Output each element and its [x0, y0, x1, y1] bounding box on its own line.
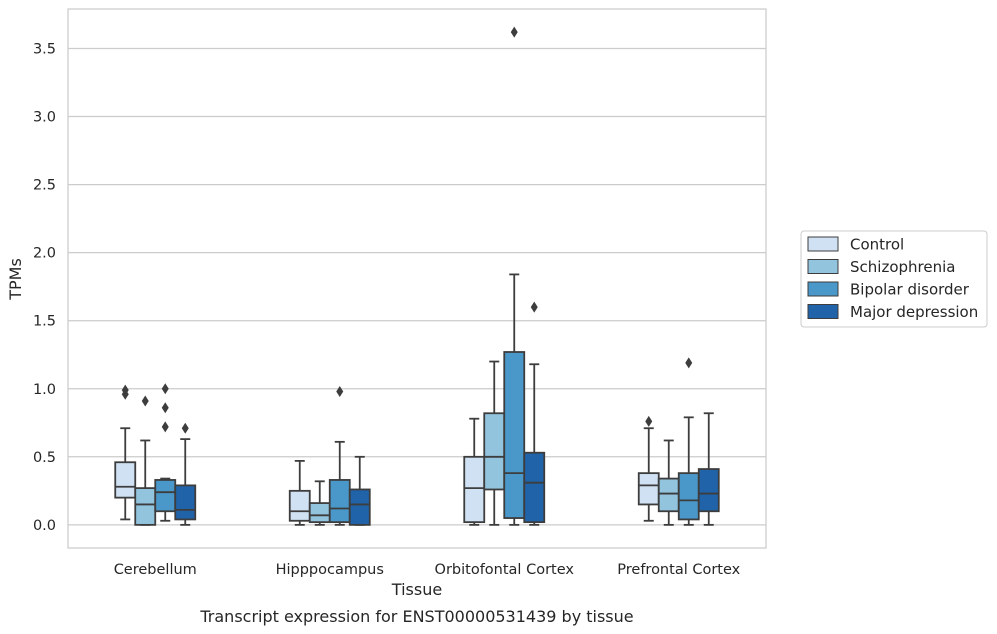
x-tick-label: Orbitofontal Cortex [435, 562, 575, 578]
outlier-point [141, 395, 149, 407]
legend-label: Schizophrenia [850, 258, 955, 276]
outlier-point [161, 383, 169, 395]
box-control-prefrontal-cortex [637, 415, 660, 522]
legend-item-control: Control [807, 236, 904, 254]
box-bipolar-disorder-hipppocampus [328, 385, 351, 526]
box-body [657, 477, 680, 513]
legend-swatch [807, 304, 839, 319]
legend-item-schizophrenia: Schizophrenia [807, 258, 955, 276]
y-tick-label: 2.0 [33, 246, 56, 262]
outlier-point [336, 385, 344, 397]
box-body [463, 455, 486, 524]
box-bipolar-disorder-prefrontal-cortex [677, 357, 700, 526]
box-major-depression-cerebellum [174, 422, 197, 526]
box-body [348, 488, 371, 526]
outlier-point [121, 384, 129, 396]
y-tick-label: 0.0 [33, 518, 56, 534]
y-axis-label: TPMs [6, 258, 25, 301]
outlier-point [161, 421, 169, 433]
legend-label: Control [850, 236, 904, 254]
box-schizophrenia-prefrontal-cortex [657, 439, 680, 526]
y-tick-label: 0.5 [33, 450, 56, 466]
legend-label: Major depression [850, 303, 978, 321]
y-tick-label: 1.5 [33, 314, 56, 330]
box-control-cerebellum [114, 384, 137, 521]
box-body [637, 472, 660, 506]
outlier-point [161, 402, 169, 414]
outlier-point [685, 357, 693, 369]
box-major-depression-orbitofontal-cortex [523, 301, 546, 526]
legend-item-major-depression: Major depression [807, 303, 978, 321]
box-body [288, 489, 311, 522]
y-tick-label: 3.0 [33, 110, 56, 126]
box-bipolar-disorder-orbitofontal-cortex [503, 26, 526, 526]
outlier-point [645, 415, 653, 427]
y-tick-label: 2.5 [33, 178, 56, 194]
box-body [174, 484, 197, 521]
y-tick-label: 1.0 [33, 382, 56, 398]
box-body [697, 468, 720, 513]
box-series [114, 26, 720, 526]
legend-label: Bipolar disorder [850, 281, 970, 299]
x-axis-label: Tissue [391, 580, 442, 599]
box-body [523, 451, 546, 524]
legend-swatch [807, 259, 839, 274]
outlier-point [530, 301, 538, 313]
legend-entries: Control Schizophrenia Bipolar disorder Majo… [807, 236, 978, 321]
y-tick-labels: 0.0 0.5 1.0 1.5 2.0 2.5 3.0 3.5 [33, 41, 56, 533]
box-major-depression-hipppocampus [348, 455, 371, 526]
box-control-hipppocampus [288, 459, 311, 526]
x-tick-label: Prefrontal Cortex [617, 562, 740, 578]
outlier-point [510, 26, 518, 38]
box-body [134, 487, 157, 526]
box-body [677, 472, 700, 521]
box-body [483, 412, 506, 491]
x-tick-label: Hipppocampus [276, 562, 384, 578]
legend-swatch [807, 236, 839, 252]
legend: Control Schizophrenia Bipolar disorder Majo… [800, 230, 988, 328]
plot-frame [67, 8, 767, 549]
box-body [328, 479, 351, 524]
box-body [154, 479, 177, 513]
box-body [308, 502, 331, 524]
box-bipolar-disorder-cerebellum [154, 383, 177, 522]
chart-caption: Transcript expression for ENST0000053143… [199, 607, 633, 626]
x-tick-labels: Cerebellum Hipppocampus Orbitofontal Corte… [114, 562, 741, 578]
x-tick-label: Cerebellum [114, 562, 197, 578]
box-body [114, 461, 137, 499]
legend-frame [800, 230, 988, 328]
box-major-depression-prefrontal-cortex [697, 412, 720, 526]
outlier-point [181, 422, 189, 434]
legend-swatch [807, 281, 839, 297]
box-body [503, 351, 526, 519]
legend-item-bipolar-disorder: Bipolar disorder [807, 281, 970, 299]
y-tick-label: 3.5 [33, 41, 56, 57]
